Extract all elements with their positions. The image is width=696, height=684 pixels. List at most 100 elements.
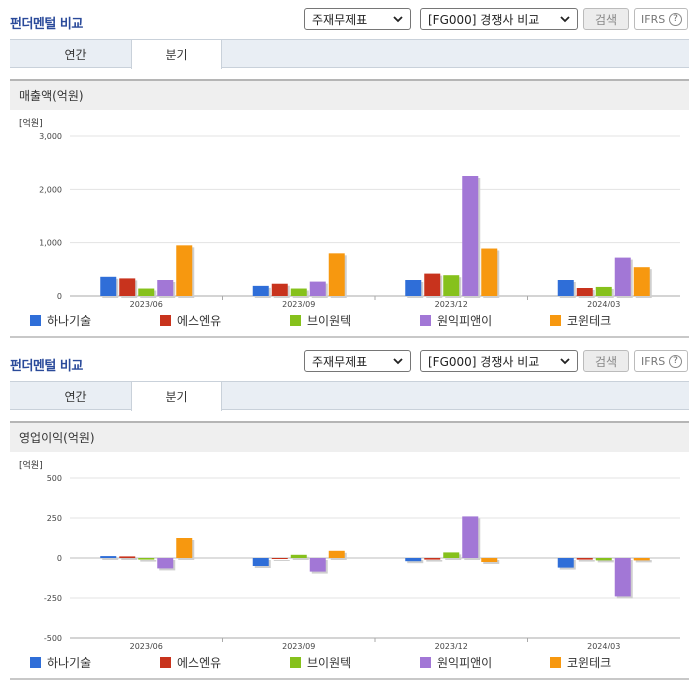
x-tick-label: 2023/06 [130, 300, 163, 307]
section-title: 펀더멘털 비교 [10, 17, 83, 32]
legend-label: 원익피앤이 [437, 314, 493, 328]
legend-label: 원익피앤이 [437, 656, 493, 670]
legend-swatch [30, 315, 41, 326]
legend-item[interactable]: 에스엔유 [160, 654, 221, 671]
period-tabs: 연간 분기 [10, 381, 689, 411]
ifrs-label: IFRS [641, 12, 666, 26]
bar-shadow [140, 560, 157, 562]
legend-item[interactable]: 브이원텍 [290, 654, 351, 671]
legend-swatch [550, 657, 561, 668]
legend-item[interactable]: 하나기술 [30, 654, 91, 671]
statement-type-value: 주재무제표 [312, 354, 368, 369]
legend-item[interactable]: 코윈테크 [550, 312, 611, 329]
statement-type-select[interactable]: 주재무제표 [304, 8, 411, 30]
legend-item[interactable]: 하나기술 [30, 312, 91, 329]
y-tick-label: 250 [47, 514, 62, 523]
y-tick-label: -500 [44, 634, 62, 643]
bar [443, 552, 460, 558]
bar [176, 245, 193, 296]
chevron-down-icon [393, 358, 403, 365]
bar [633, 267, 650, 296]
legend-swatch [420, 657, 431, 668]
bar [576, 558, 593, 560]
legend-swatch [550, 315, 561, 326]
chart-legend: 하나기술 에스엔유 브이원텍 원익피앤이 코윈테크 [30, 654, 670, 670]
peer-group-value: [FG000] 경쟁사 비교 [428, 12, 540, 27]
legend-label: 브이원텍 [307, 314, 352, 328]
bar [309, 558, 326, 572]
legend-label: 하나기술 [47, 656, 92, 670]
chart-title: 매출액(억원) [10, 79, 689, 110]
bar [176, 538, 193, 558]
y-tick-label: -250 [44, 594, 62, 603]
bar [462, 176, 479, 296]
peer-group-select[interactable]: [FG000] 경쟁사 비교 [420, 8, 578, 30]
ifrs-help-button[interactable]: IFRS ? [634, 350, 688, 372]
chevron-down-icon [393, 16, 403, 23]
bar [271, 558, 288, 559]
x-tick-label: 2023/12 [435, 642, 468, 649]
legend-swatch [160, 315, 171, 326]
search-button[interactable]: 검색 [583, 8, 629, 30]
peer-group-select[interactable]: [FG000] 경쟁사 비교 [420, 350, 578, 372]
help-icon: ? [669, 13, 682, 26]
x-tick-label: 2023/09 [282, 300, 315, 307]
bar-shadow [102, 558, 119, 560]
tab-quarterly[interactable]: 분기 [131, 382, 222, 411]
bar [271, 283, 288, 296]
tab-quarterly[interactable]: 분기 [131, 40, 222, 69]
section-divider [10, 678, 689, 680]
y-tick-label: 2,000 [39, 185, 62, 194]
tab-annual[interactable]: 연간 [64, 389, 87, 404]
statement-type-select[interactable]: 주재무제표 [304, 350, 411, 372]
bar [405, 558, 422, 562]
legend-item[interactable]: 코윈테크 [550, 654, 611, 671]
fundamental-panel-sales: 펀더멘털 비교 주재무제표 [FG000] 경쟁사 비교 검색 IFRS ? 연… [0, 0, 696, 340]
legend-swatch [420, 315, 431, 326]
legend-swatch [160, 657, 171, 668]
bar [100, 276, 117, 296]
legend-swatch [30, 657, 41, 668]
bar [157, 280, 174, 296]
legend-label: 브이원텍 [307, 656, 352, 670]
bar [595, 286, 612, 296]
bar [481, 248, 498, 296]
bar [119, 278, 136, 296]
search-button[interactable]: 검색 [583, 350, 629, 372]
bar [157, 558, 174, 569]
legend-label: 코윈테크 [567, 314, 612, 328]
tab-annual[interactable]: 연간 [64, 47, 87, 62]
bar [290, 288, 307, 296]
ifrs-label: IFRS [641, 354, 666, 368]
sales-chart: [억원] 0 1,000 2,000 3,000 2023/06 2023/09 2023/1… [19, 117, 680, 307]
operating-profit-chart: [억원] -500 -250 0 250 500 2023/06 2023/09 2023/12… [19, 459, 680, 649]
bar-shadow [426, 560, 443, 562]
ifrs-help-button[interactable]: IFRS ? [634, 8, 688, 30]
section-divider [10, 336, 689, 338]
bar [405, 280, 422, 296]
x-tick-label: 2024/03 [587, 300, 620, 307]
bar [424, 273, 441, 296]
legend-item[interactable]: 원익피앤이 [420, 312, 492, 329]
bar [614, 558, 631, 597]
y-tick-label: 0 [57, 554, 62, 563]
statement-type-value: 주재무제표 [312, 12, 368, 27]
chevron-down-icon [560, 358, 570, 365]
bar [595, 558, 612, 561]
legend-label: 에스엔유 [177, 314, 222, 328]
bar [576, 288, 593, 296]
legend-label: 코윈테크 [567, 656, 612, 670]
bar-shadow [597, 560, 614, 563]
chevron-down-icon [560, 16, 570, 23]
x-tick-label: 2023/09 [282, 642, 315, 649]
legend-item[interactable]: 원익피앤이 [420, 654, 492, 671]
fundamental-panel-operating-profit: 펀더멘털 비교 주재무제표 [FG000] 경쟁사 비교 검색 IFRS ? 연… [0, 342, 696, 684]
chart-legend: 하나기술 에스엔유 브이원텍 원익피앤이 코윈테크 [30, 312, 670, 328]
y-unit-label: [억원] [19, 117, 43, 129]
peer-group-value: [FG000] 경쟁사 비교 [428, 354, 540, 369]
legend-item[interactable]: 에스엔유 [160, 312, 221, 329]
bar [557, 558, 574, 568]
help-icon: ? [669, 355, 682, 368]
section-title: 펀더멘털 비교 [10, 359, 83, 374]
legend-item[interactable]: 브이원텍 [290, 312, 351, 329]
